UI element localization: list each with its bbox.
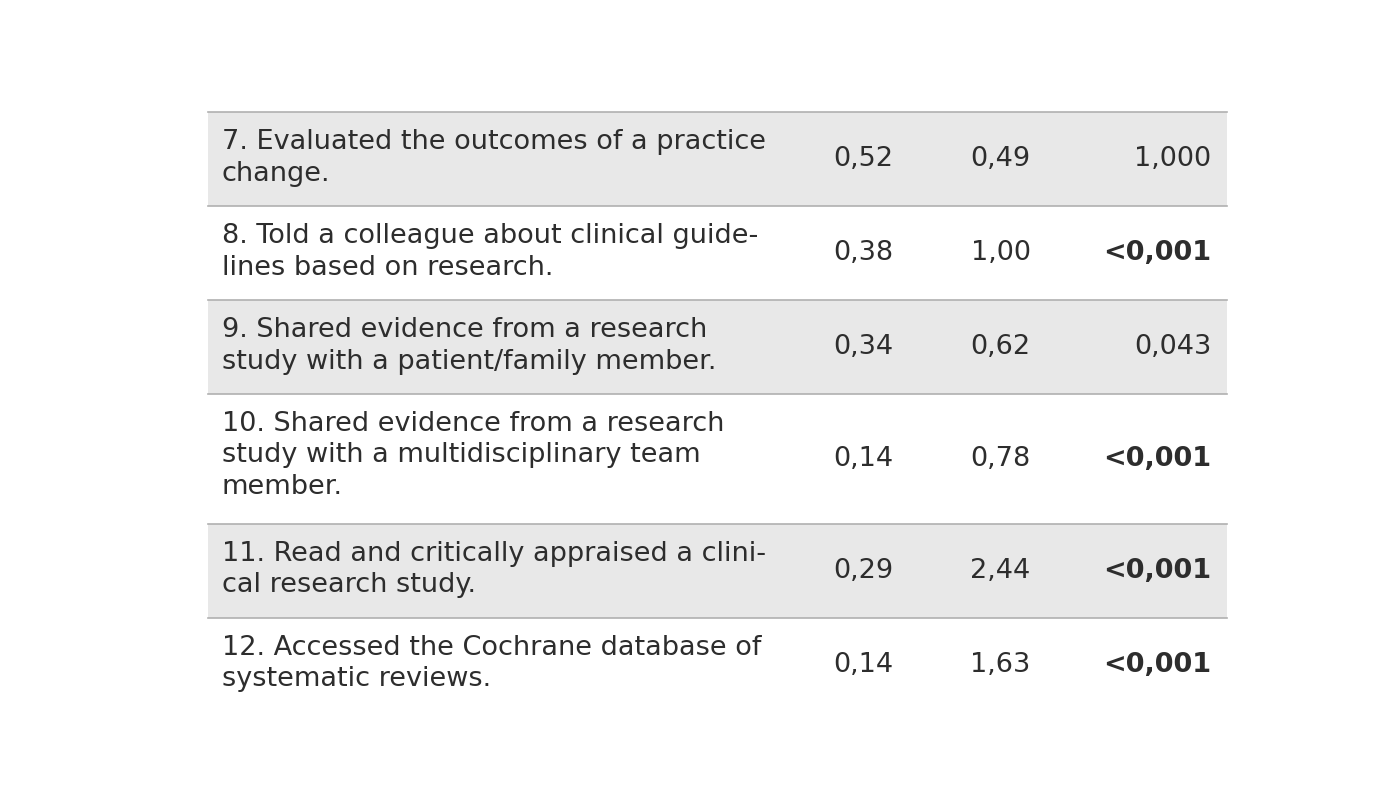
Text: 0,62: 0,62 bbox=[970, 334, 1030, 360]
Text: 1,000: 1,000 bbox=[1134, 146, 1211, 172]
Text: 12. Accessed the Cochrane database of: 12. Accessed the Cochrane database of bbox=[221, 635, 762, 661]
Text: study with a multidisciplinary team: study with a multidisciplinary team bbox=[221, 443, 700, 468]
Text: <0,001: <0,001 bbox=[1103, 241, 1211, 266]
Text: 0,29: 0,29 bbox=[833, 558, 893, 584]
Text: member.: member. bbox=[221, 474, 343, 500]
Bar bbox=[207, 524, 1228, 618]
Text: 1,00: 1,00 bbox=[970, 241, 1030, 266]
Text: study with a patient/family member.: study with a patient/family member. bbox=[221, 348, 715, 374]
Text: 0,34: 0,34 bbox=[833, 334, 893, 360]
Text: 11. Read and critically appraised a clini-: 11. Read and critically appraised a clin… bbox=[221, 541, 766, 567]
Bar bbox=[207, 300, 1228, 394]
Text: 0,49: 0,49 bbox=[970, 146, 1030, 172]
Text: 9. Shared evidence from a research: 9. Shared evidence from a research bbox=[221, 317, 707, 343]
Text: systematic reviews.: systematic reviews. bbox=[221, 667, 491, 692]
Text: 10. Shared evidence from a research: 10. Shared evidence from a research bbox=[221, 411, 724, 437]
Text: 0,14: 0,14 bbox=[833, 446, 893, 472]
Text: <0,001: <0,001 bbox=[1103, 652, 1211, 678]
Text: change.: change. bbox=[221, 161, 330, 187]
Text: 0,043: 0,043 bbox=[1134, 334, 1211, 360]
Text: <0,001: <0,001 bbox=[1103, 446, 1211, 472]
Text: 8. Told a colleague about clinical guide-: 8. Told a colleague about clinical guide… bbox=[221, 223, 757, 249]
Bar bbox=[207, 618, 1228, 711]
Text: 0,38: 0,38 bbox=[833, 241, 893, 266]
Text: 0,52: 0,52 bbox=[833, 146, 893, 172]
Text: <0,001: <0,001 bbox=[1103, 558, 1211, 584]
Text: cal research study.: cal research study. bbox=[221, 572, 476, 598]
Bar bbox=[207, 206, 1228, 300]
Text: 0,14: 0,14 bbox=[833, 652, 893, 678]
Text: lines based on research.: lines based on research. bbox=[221, 255, 553, 281]
Text: 2,44: 2,44 bbox=[970, 558, 1030, 584]
Bar bbox=[207, 112, 1228, 206]
Text: 7. Evaluated the outcomes of a practice: 7. Evaluated the outcomes of a practice bbox=[221, 130, 766, 156]
Text: 1,63: 1,63 bbox=[970, 652, 1030, 678]
Bar bbox=[207, 394, 1228, 524]
Text: 0,78: 0,78 bbox=[970, 446, 1030, 472]
